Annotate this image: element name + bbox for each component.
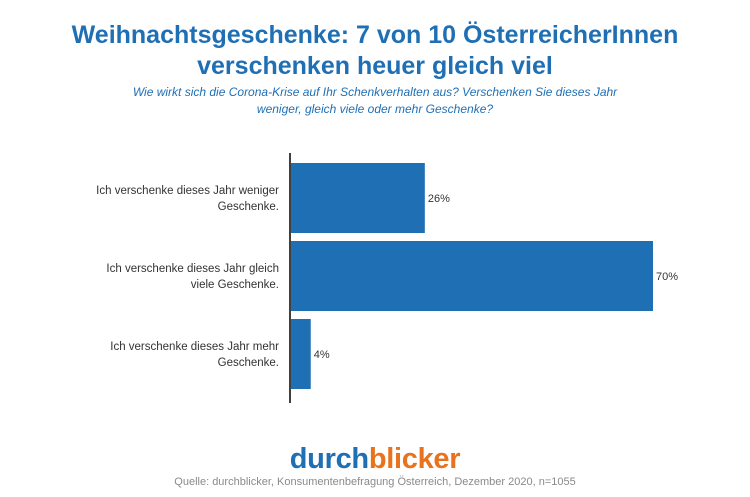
source-note: Quelle: durchblicker, Konsumentenbefragu…: [0, 476, 750, 488]
bar-1: [290, 163, 425, 233]
category-label-1-line-1: Ich verschenke dieses Jahr weniger: [96, 185, 279, 197]
data-label-1: 26%: [428, 193, 450, 205]
bar-3: [290, 319, 311, 389]
logo-part-2: blicker: [369, 443, 460, 475]
category-label-3-line-1: Ich verschenke dieses Jahr mehr: [110, 341, 279, 353]
bar-2: [290, 241, 653, 311]
category-label-3-line-2: Geschenke.: [218, 357, 279, 369]
category-label-2-line-1: Ich verschenke dieses Jahr gleich: [106, 263, 279, 275]
category-label-2-line-2: viele Geschenke.: [191, 279, 279, 291]
data-label-2: 70%: [656, 271, 678, 283]
logo-part-1: durch: [290, 443, 369, 475]
category-label-1-line-2: Geschenke.: [218, 201, 279, 213]
brand-logo: durchblicker: [0, 443, 750, 476]
data-label-3: 4%: [314, 349, 330, 361]
